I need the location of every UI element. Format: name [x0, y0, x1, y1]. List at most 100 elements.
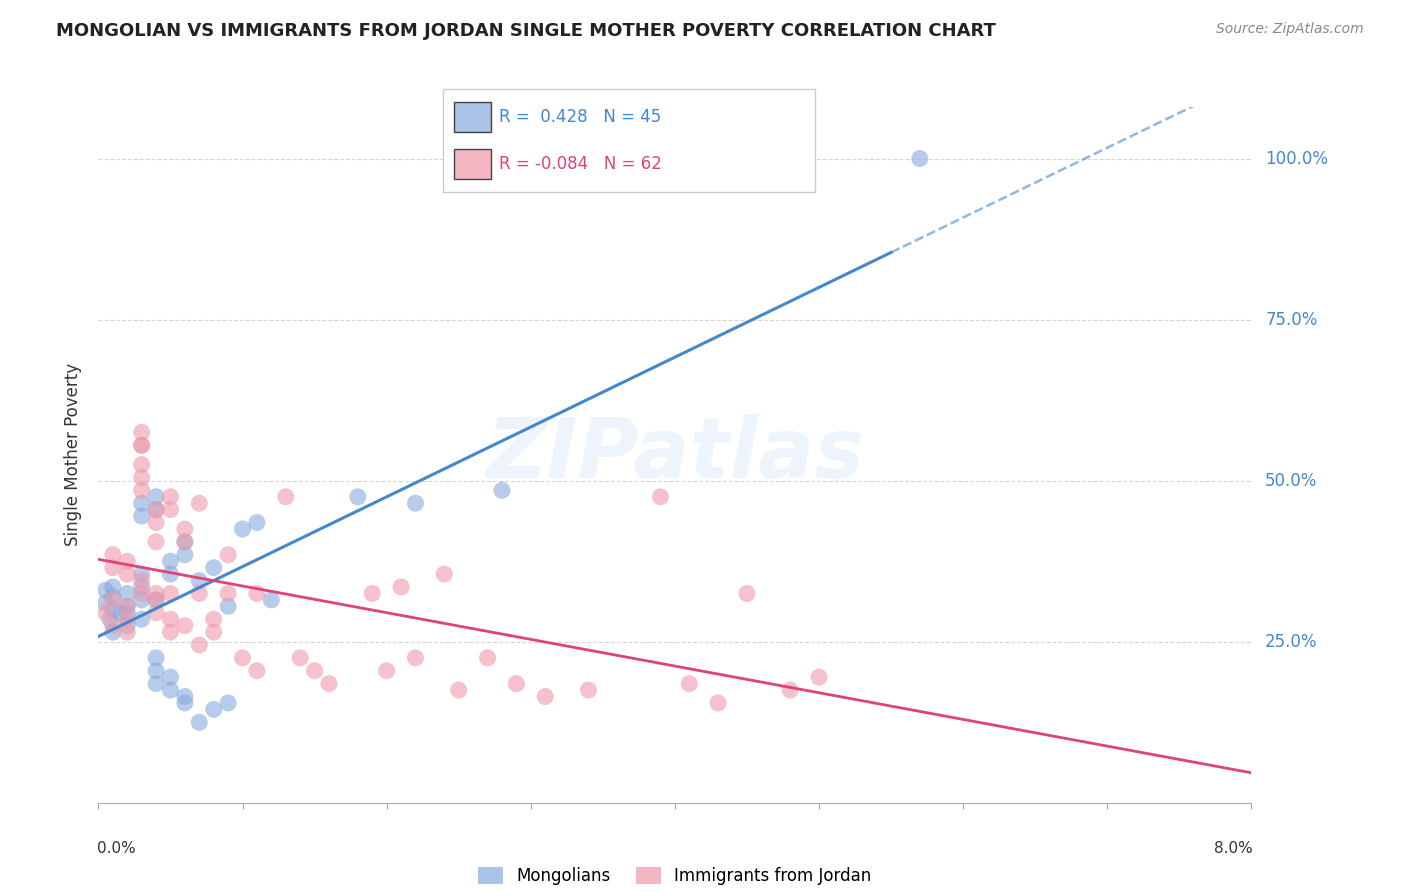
- Point: [117, 606, 138, 620]
- Point: [231, 522, 254, 536]
- Point: [159, 567, 181, 582]
- Point: [145, 534, 167, 549]
- Point: [202, 560, 225, 574]
- Point: [447, 683, 470, 698]
- Point: [304, 664, 326, 678]
- Point: [131, 592, 153, 607]
- Point: [101, 560, 124, 574]
- Text: R =  0.428   N = 45: R = 0.428 N = 45: [499, 108, 661, 126]
- Point: [131, 567, 153, 582]
- Point: [145, 592, 167, 607]
- Point: [405, 496, 427, 510]
- Point: [145, 502, 167, 516]
- Point: [98, 612, 121, 626]
- Point: [94, 596, 117, 610]
- Point: [117, 586, 138, 600]
- Text: 0.0%: 0.0%: [97, 841, 136, 856]
- Text: 25.0%: 25.0%: [1265, 632, 1317, 651]
- Point: [174, 690, 197, 704]
- Point: [101, 618, 124, 632]
- Point: [260, 592, 283, 607]
- Point: [159, 612, 181, 626]
- Point: [188, 586, 211, 600]
- Point: [117, 554, 138, 568]
- Point: [131, 470, 153, 484]
- Point: [274, 490, 297, 504]
- Point: [188, 715, 211, 730]
- Point: [101, 592, 124, 607]
- Point: [131, 574, 153, 588]
- Point: [101, 625, 124, 640]
- Point: [159, 683, 181, 698]
- Point: [779, 683, 801, 698]
- Legend: Mongolians, Immigrants from Jordan: Mongolians, Immigrants from Jordan: [478, 867, 872, 885]
- Point: [131, 458, 153, 472]
- Point: [117, 618, 138, 632]
- Point: [650, 490, 672, 504]
- Point: [389, 580, 412, 594]
- Point: [145, 664, 167, 678]
- Point: [131, 496, 153, 510]
- Point: [188, 496, 211, 510]
- Point: [202, 625, 225, 640]
- Point: [145, 606, 167, 620]
- Point: [217, 696, 239, 710]
- Point: [174, 534, 197, 549]
- Point: [361, 586, 384, 600]
- Point: [101, 548, 124, 562]
- Point: [145, 592, 167, 607]
- Point: [217, 548, 239, 562]
- Text: 50.0%: 50.0%: [1265, 472, 1317, 490]
- Point: [433, 567, 456, 582]
- FancyBboxPatch shape: [454, 149, 491, 179]
- Point: [159, 554, 181, 568]
- Point: [131, 580, 153, 594]
- Point: [188, 638, 211, 652]
- Point: [217, 599, 239, 614]
- Point: [159, 502, 181, 516]
- Point: [159, 670, 181, 684]
- Text: Source: ZipAtlas.com: Source: ZipAtlas.com: [1216, 22, 1364, 37]
- Point: [174, 548, 197, 562]
- Point: [108, 606, 131, 620]
- Text: MONGOLIAN VS IMMIGRANTS FROM JORDAN SINGLE MOTHER POVERTY CORRELATION CHART: MONGOLIAN VS IMMIGRANTS FROM JORDAN SING…: [56, 22, 995, 40]
- Text: ZIPatlas: ZIPatlas: [486, 415, 863, 495]
- Point: [145, 516, 167, 530]
- Point: [159, 586, 181, 600]
- Point: [246, 664, 269, 678]
- Point: [94, 583, 117, 598]
- Point: [246, 586, 269, 600]
- Point: [578, 683, 600, 698]
- Point: [217, 586, 239, 600]
- FancyBboxPatch shape: [454, 102, 491, 132]
- Point: [117, 612, 138, 626]
- Point: [346, 490, 368, 504]
- Point: [131, 586, 153, 600]
- Point: [145, 651, 167, 665]
- Point: [174, 534, 197, 549]
- Point: [145, 490, 167, 504]
- Point: [131, 438, 153, 452]
- Point: [101, 602, 124, 616]
- Point: [375, 664, 398, 678]
- Point: [908, 152, 931, 166]
- Point: [405, 651, 427, 665]
- Point: [318, 676, 340, 690]
- Point: [145, 502, 167, 516]
- Text: R = -0.084   N = 62: R = -0.084 N = 62: [499, 155, 662, 173]
- FancyBboxPatch shape: [443, 89, 815, 192]
- Point: [131, 483, 153, 498]
- Point: [505, 676, 527, 690]
- Point: [174, 618, 197, 632]
- Point: [101, 590, 124, 604]
- Point: [534, 690, 557, 704]
- Point: [159, 490, 181, 504]
- Point: [491, 483, 513, 498]
- Point: [735, 586, 758, 600]
- Point: [131, 438, 153, 452]
- Point: [131, 509, 153, 524]
- Text: 100.0%: 100.0%: [1265, 150, 1329, 168]
- Point: [231, 651, 254, 665]
- Y-axis label: Single Mother Poverty: Single Mother Poverty: [63, 363, 82, 547]
- Point: [174, 522, 197, 536]
